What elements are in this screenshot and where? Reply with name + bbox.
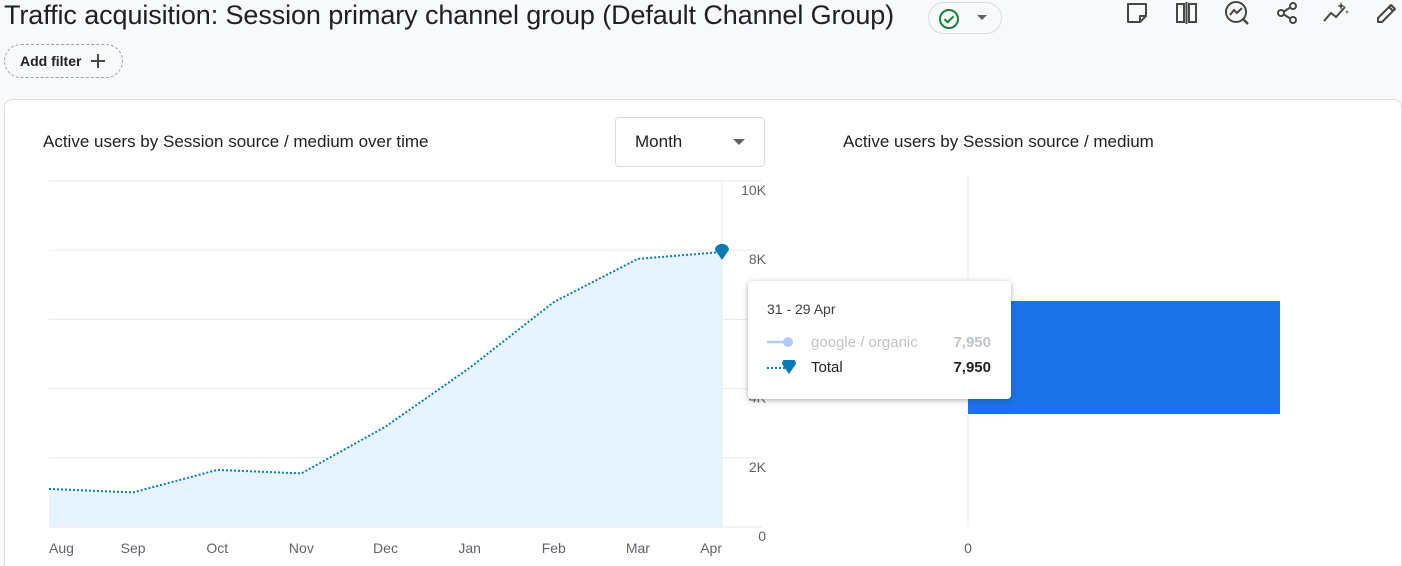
x-tick-label: Oct bbox=[206, 540, 228, 556]
tooltip-row-google-organic: google / organic 7,950 bbox=[767, 333, 997, 353]
y-tick-label: 0 bbox=[758, 528, 766, 544]
tooltip-series-value: 7,950 bbox=[953, 334, 991, 351]
line-chart-title: Active users by Session source / medium … bbox=[43, 132, 429, 151]
x-tick-label: Dec bbox=[373, 540, 398, 556]
chart-tooltip: 31 - 29 Apr google / organic 7,950 Total… bbox=[748, 281, 1011, 399]
y-tick-label: 2K bbox=[749, 459, 767, 475]
x-tick-label: Feb bbox=[542, 540, 566, 556]
x-tick-label: Mar bbox=[626, 540, 650, 556]
x-tick-label: Sep bbox=[121, 540, 146, 556]
add-filter-label: Add filter bbox=[20, 53, 82, 69]
total-series-line bbox=[48, 250, 723, 494]
y-tick-label: 8K bbox=[749, 251, 767, 267]
period-select[interactable]: Month bbox=[615, 117, 765, 167]
check-circle-icon bbox=[939, 9, 959, 29]
caret-down-icon bbox=[977, 15, 987, 20]
add-filter-button[interactable]: Add filter bbox=[4, 44, 123, 78]
series-line-swatch-icon bbox=[767, 337, 793, 347]
page-title: Traffic acquisition: Session primary cha… bbox=[4, 0, 895, 30]
bar-chart-title: Active users by Session source / medium bbox=[843, 132, 1154, 151]
tooltip-series-name: Total bbox=[811, 359, 843, 376]
total-line-swatch-icon bbox=[767, 360, 796, 374]
tooltip-row-total: Total 7,950 bbox=[767, 358, 997, 378]
note-icon[interactable] bbox=[1124, 0, 1150, 26]
bar-google-organic[interactable] bbox=[968, 301, 1280, 414]
compare-icon[interactable] bbox=[1174, 0, 1200, 26]
period-select-value: Month bbox=[635, 132, 683, 151]
line-end-marker bbox=[715, 243, 729, 260]
share-icon[interactable] bbox=[1274, 0, 1300, 26]
tooltip-series-value: 7,950 bbox=[953, 359, 991, 376]
caret-down-icon bbox=[733, 139, 745, 145]
x-tick-label: Nov bbox=[289, 540, 314, 556]
trend-icon[interactable] bbox=[1323, 0, 1349, 26]
plus-icon bbox=[91, 54, 106, 68]
x-tick-label: Apr bbox=[700, 540, 722, 556]
y-tick-label: 10K bbox=[741, 182, 767, 198]
x-tick-label: Aug bbox=[49, 540, 74, 556]
insights-icon[interactable] bbox=[1224, 0, 1250, 26]
bar-x-tick-label: 0 bbox=[964, 540, 972, 556]
tooltip-series-name: google / organic bbox=[811, 334, 918, 351]
status-dropdown[interactable] bbox=[928, 2, 1002, 34]
area-fill bbox=[49, 251, 722, 527]
tooltip-date: 31 - 29 Apr bbox=[767, 301, 836, 317]
x-tick-label: Jan bbox=[458, 540, 481, 556]
edit-icon[interactable] bbox=[1374, 0, 1400, 26]
